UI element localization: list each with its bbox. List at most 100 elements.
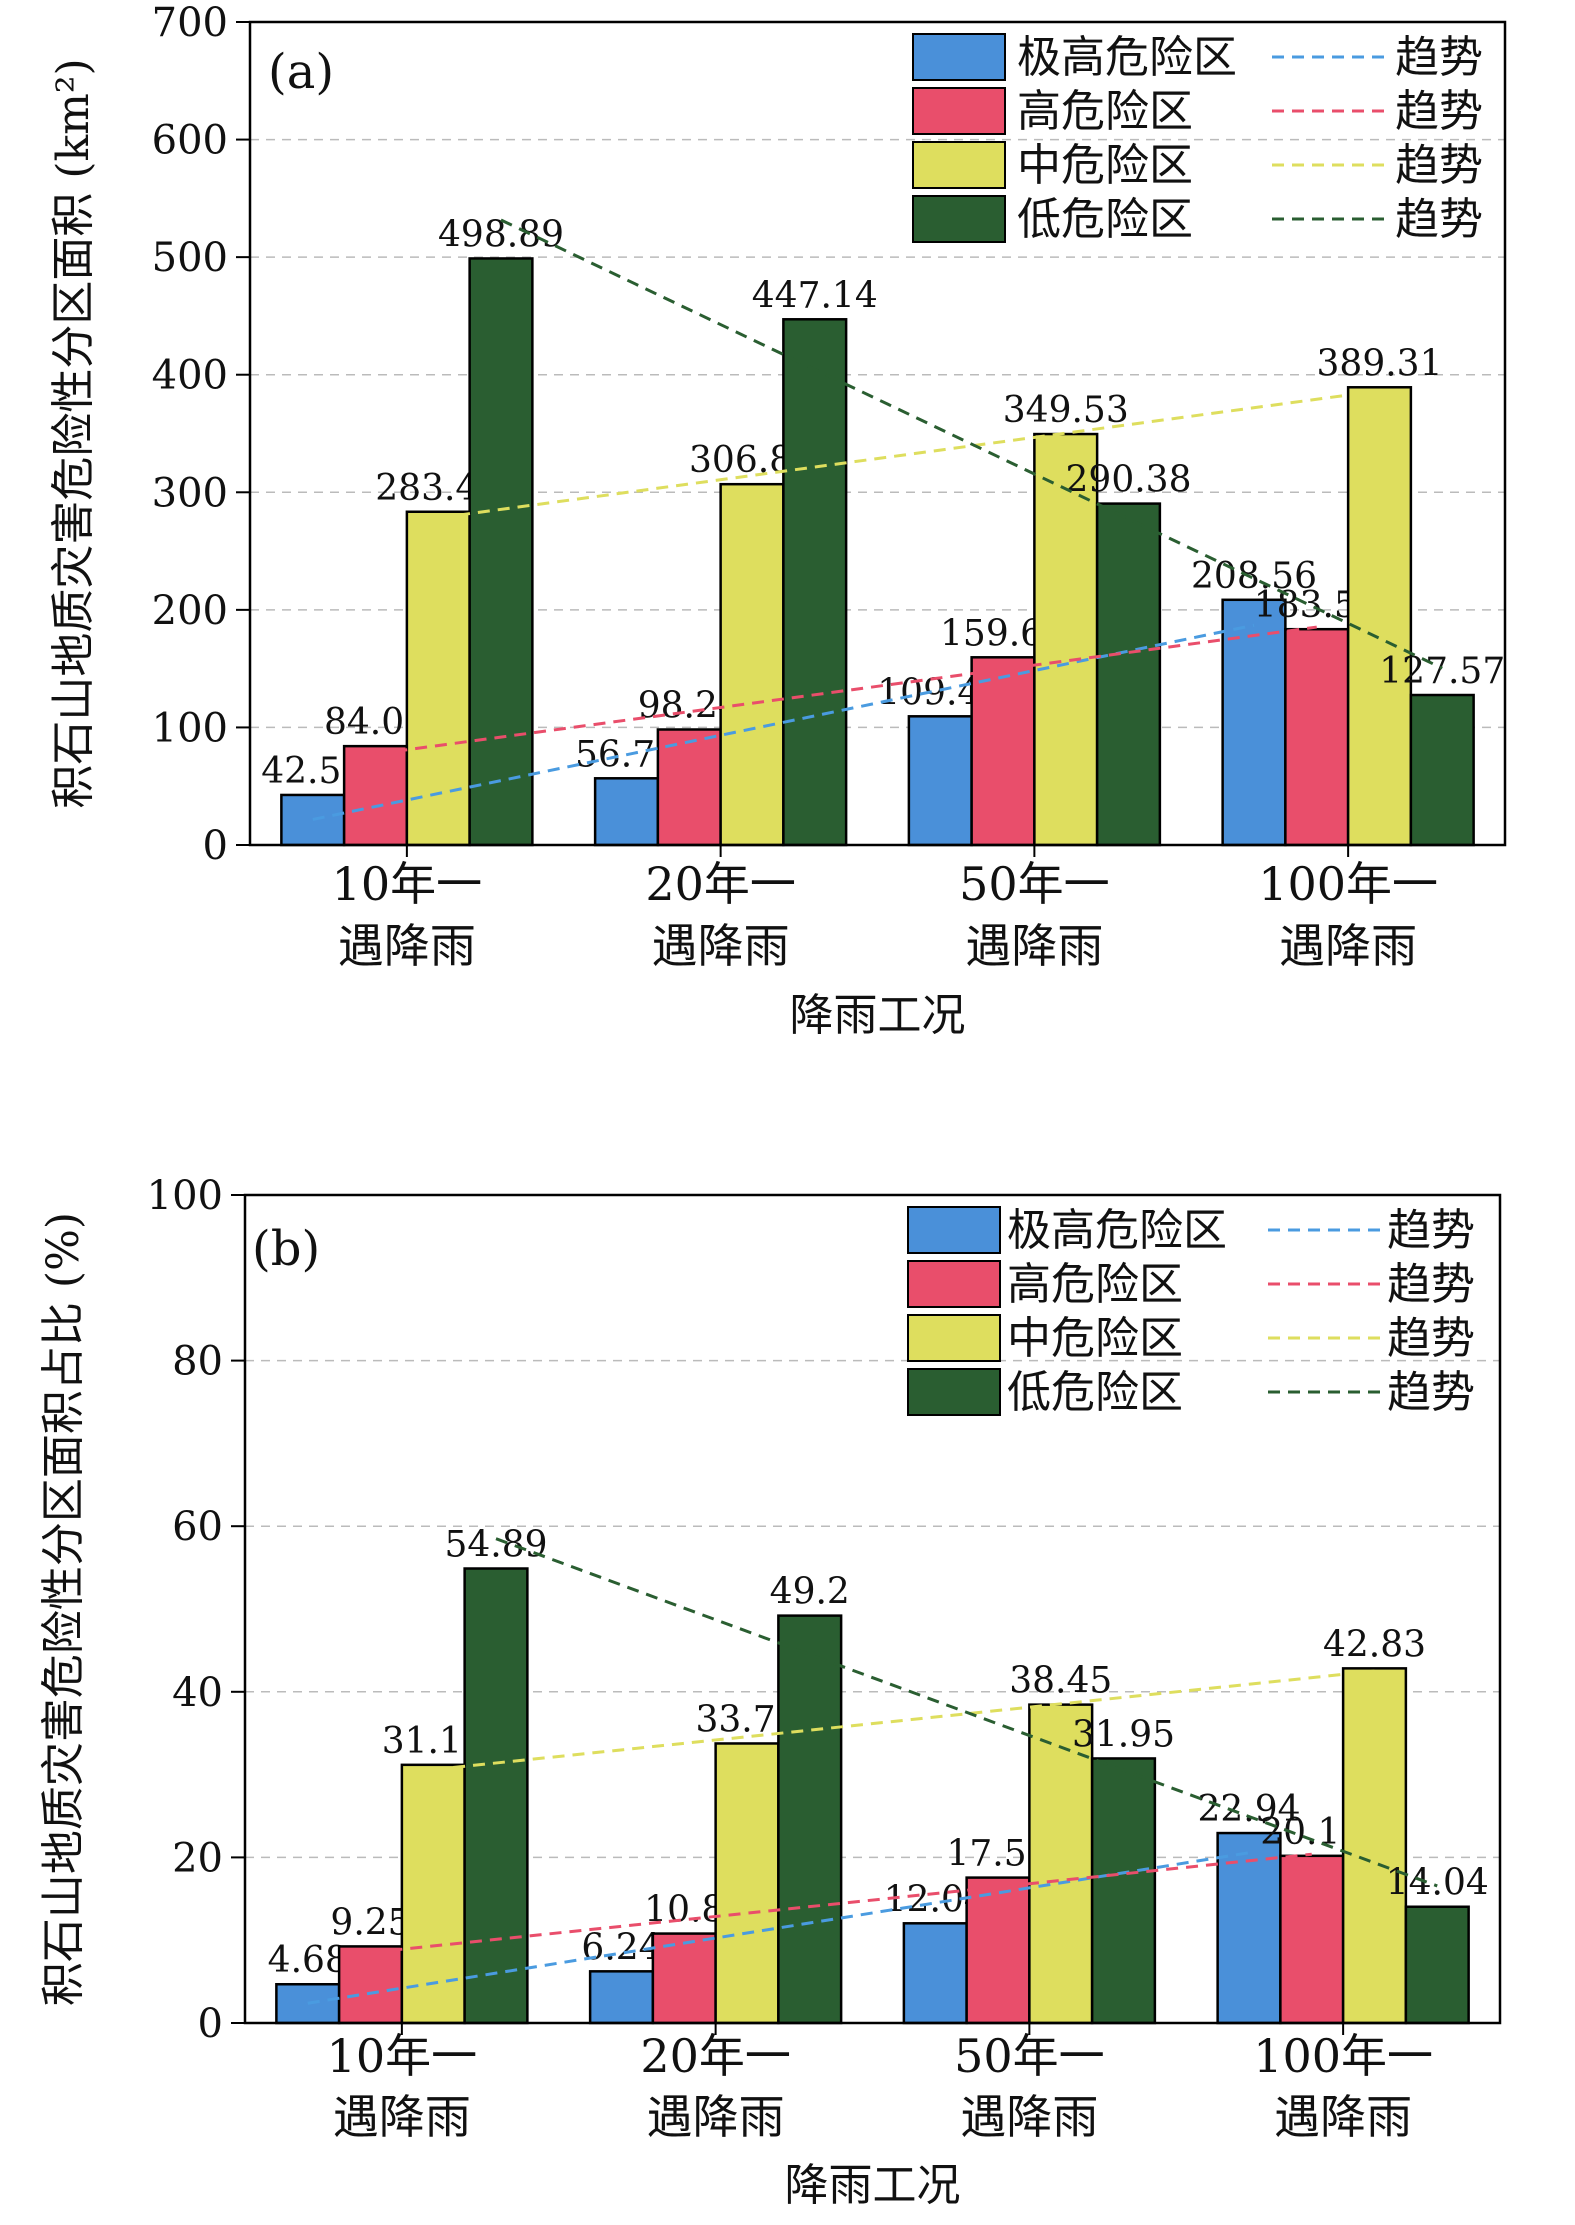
data-label: 4.68 xyxy=(268,1940,348,1981)
y-tick-label: 300 xyxy=(152,470,228,516)
legend-trend-label: 趋势 xyxy=(1387,1205,1475,1256)
bar xyxy=(656,728,722,847)
bar xyxy=(1095,502,1162,847)
x-tick-label: 20年一 xyxy=(640,2029,791,2083)
legend-label: 中危险区 xyxy=(1007,1313,1183,1364)
x-tick-label: 10年一 xyxy=(332,857,483,911)
trend-line xyxy=(375,625,1317,756)
y-tick-label: 60 xyxy=(172,1504,223,1550)
y-tick-label: 40 xyxy=(172,1670,223,1716)
data-label: 127.57 xyxy=(1379,651,1505,692)
bar xyxy=(1090,1757,1157,2025)
y-axis-title: 积石山地质灾害危险性分区面积 (km²) xyxy=(48,58,99,808)
bar xyxy=(1404,1905,1470,2025)
legend-label: 中危险区 xyxy=(1017,140,1193,191)
bar xyxy=(777,1614,843,2025)
bar xyxy=(280,793,346,847)
x-tick-label: 遇降雨 xyxy=(965,919,1103,973)
x-tick-label: 50年一 xyxy=(959,857,1110,911)
legend-swatch xyxy=(907,1206,1001,1254)
bar xyxy=(1346,386,1413,847)
trend-line xyxy=(370,1852,1312,1955)
x-tick-label: 遇降雨 xyxy=(652,919,790,973)
trend-line xyxy=(438,389,1380,520)
bar xyxy=(714,1742,780,2025)
x-tick-label: 50年一 xyxy=(954,2029,1105,2083)
bar xyxy=(651,1932,717,2025)
panel-tag: (b) xyxy=(252,1221,320,1277)
x-tick-label: 遇降雨 xyxy=(338,919,476,973)
x-tick-label: 遇降雨 xyxy=(1279,919,1417,973)
data-label: 447.14 xyxy=(752,275,878,316)
trend-line xyxy=(433,1669,1375,1772)
data-label: 54.89 xyxy=(444,1525,547,1566)
legend-trend-label: 趋势 xyxy=(1395,32,1483,83)
bar xyxy=(468,257,534,847)
plot-frame xyxy=(248,20,1507,847)
bar xyxy=(342,744,409,847)
data-label: 49.2 xyxy=(770,1572,850,1613)
data-label: 38.45 xyxy=(1009,1661,1112,1702)
bar xyxy=(902,1922,968,2025)
bar xyxy=(275,1982,341,2025)
legend-swatch xyxy=(907,1260,1001,1308)
legend-swatch xyxy=(912,141,1006,189)
x-axis-title: 降雨工况 xyxy=(785,2160,961,2211)
trend-line xyxy=(495,1537,1438,1888)
bar xyxy=(1279,1854,1345,2025)
y-tick-label: 0 xyxy=(203,823,228,869)
bar xyxy=(1216,1831,1282,2025)
y-tick-label: 80 xyxy=(172,1339,223,1385)
data-label: 208.56 xyxy=(1191,556,1317,597)
legend-label: 低危险区 xyxy=(1017,194,1193,245)
legend-trend-label: 趋势 xyxy=(1395,140,1483,191)
bar xyxy=(907,715,973,847)
bar xyxy=(1409,693,1475,847)
y-tick-label: 100 xyxy=(147,1173,223,1219)
x-tick-label: 100年一 xyxy=(1253,2029,1433,2083)
legend-trend-label: 趋势 xyxy=(1387,1367,1475,1418)
y-tick-label: 700 xyxy=(152,0,228,46)
y-tick-label: 0 xyxy=(198,2001,223,2047)
data-label: 389.31 xyxy=(1317,343,1443,384)
legend-trend-label: 趋势 xyxy=(1387,1313,1475,1364)
x-tick-label: 遇降雨 xyxy=(960,2090,1098,2144)
legend-label: 极高危险区 xyxy=(1007,1205,1227,1256)
legend-trend-label: 趋势 xyxy=(1395,194,1483,245)
legend-label: 高危险区 xyxy=(1007,1259,1183,1310)
bar xyxy=(337,1945,404,2025)
data-label: 9.25 xyxy=(330,1902,410,1943)
legend-swatch xyxy=(912,33,1006,81)
x-tick-label: 10年一 xyxy=(327,2029,478,2083)
bar xyxy=(463,1567,529,2025)
data-label: 14.04 xyxy=(1386,1863,1489,1904)
y-tick-label: 200 xyxy=(152,588,228,634)
panel-tag: (a) xyxy=(268,44,334,100)
x-axis-title: 降雨工况 xyxy=(790,990,966,1041)
legend-swatch xyxy=(912,87,1006,135)
data-label: 31.95 xyxy=(1072,1714,1175,1755)
bar xyxy=(1033,432,1099,847)
x-tick-label: 遇降雨 xyxy=(1274,2090,1412,2144)
x-tick-label: 遇降雨 xyxy=(647,2090,785,2144)
bar xyxy=(970,656,1036,847)
y-tick-label: 600 xyxy=(152,118,228,164)
data-label: 349.53 xyxy=(1003,390,1129,431)
bar xyxy=(588,1970,655,2025)
legend-label: 低危险区 xyxy=(1007,1367,1183,1418)
legend-swatch xyxy=(907,1368,1001,1416)
y-axis-title: 积石山地质灾害危险性分区面积占比 (%) xyxy=(38,1212,89,2006)
bar xyxy=(719,482,785,847)
data-label: 10.8 xyxy=(644,1890,724,1931)
bar xyxy=(1221,598,1287,847)
y-tick-label: 400 xyxy=(152,353,228,399)
legend-label: 高危险区 xyxy=(1017,86,1193,137)
bar xyxy=(1341,1667,1408,2025)
legend-swatch xyxy=(912,195,1006,243)
trend-line xyxy=(500,218,1443,670)
data-label: 42.83 xyxy=(1323,1624,1426,1665)
